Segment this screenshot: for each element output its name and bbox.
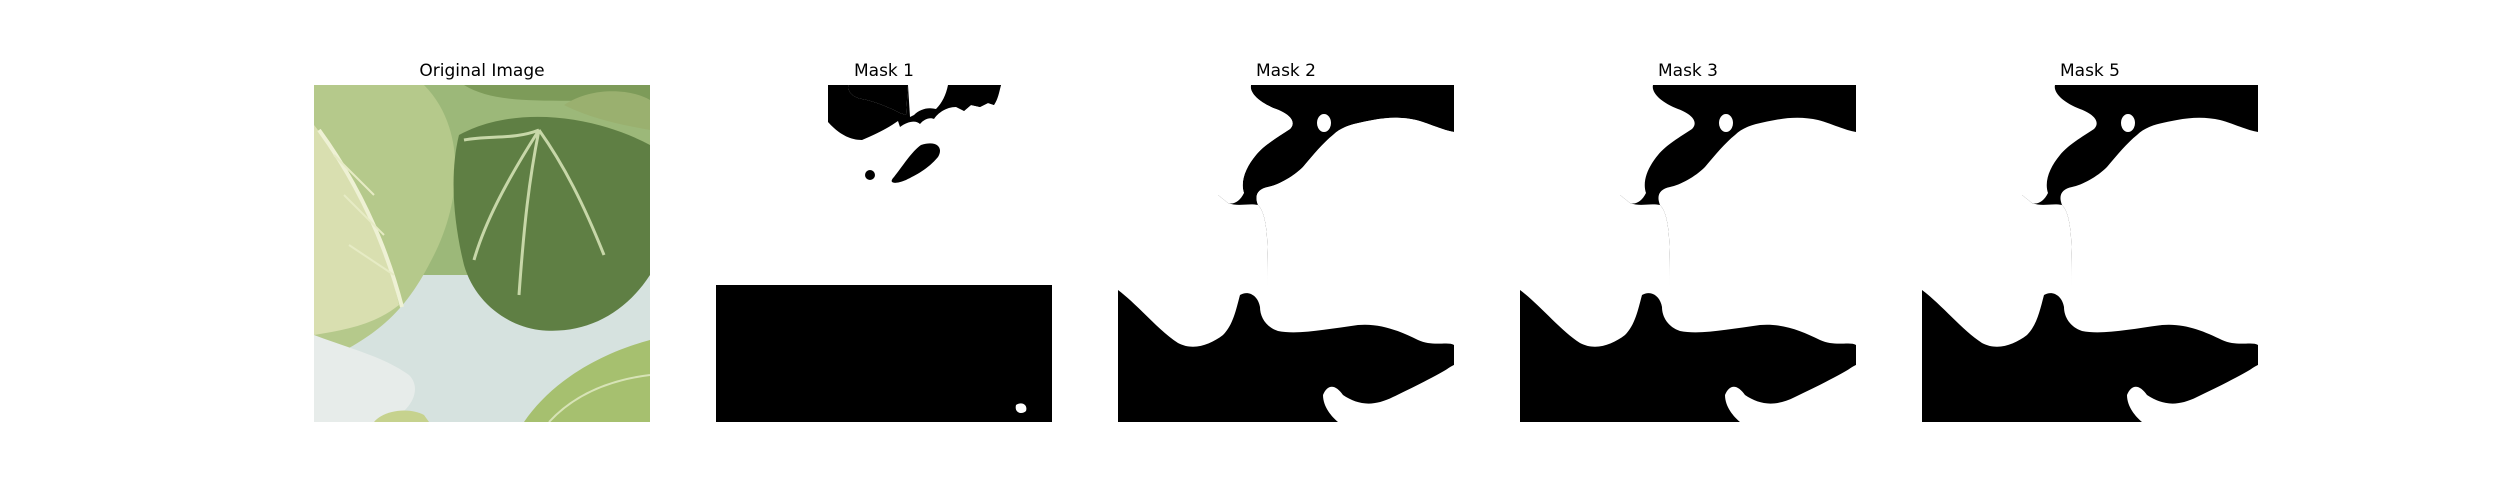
mask-5: [1922, 85, 2258, 422]
original-image-title: Original Image: [419, 61, 545, 81]
mask-1-picture: [716, 85, 1052, 422]
mask-2-picture: [1118, 85, 1454, 422]
mask-2-title: Mask 2: [1255, 61, 1316, 81]
mask-3-picture: [1520, 85, 1856, 422]
original-image-picture: [314, 85, 650, 422]
mask-3: [1520, 85, 1856, 422]
mask-1-title: Mask 1: [853, 61, 914, 81]
mask-1: [716, 85, 1052, 422]
mask-5-title: Mask 5: [2059, 61, 2120, 81]
mask-3-title: Mask 3: [1657, 61, 1718, 81]
mask-2: [1118, 85, 1454, 422]
mask-5-picture: [1922, 85, 2258, 422]
original-image: [314, 85, 650, 422]
